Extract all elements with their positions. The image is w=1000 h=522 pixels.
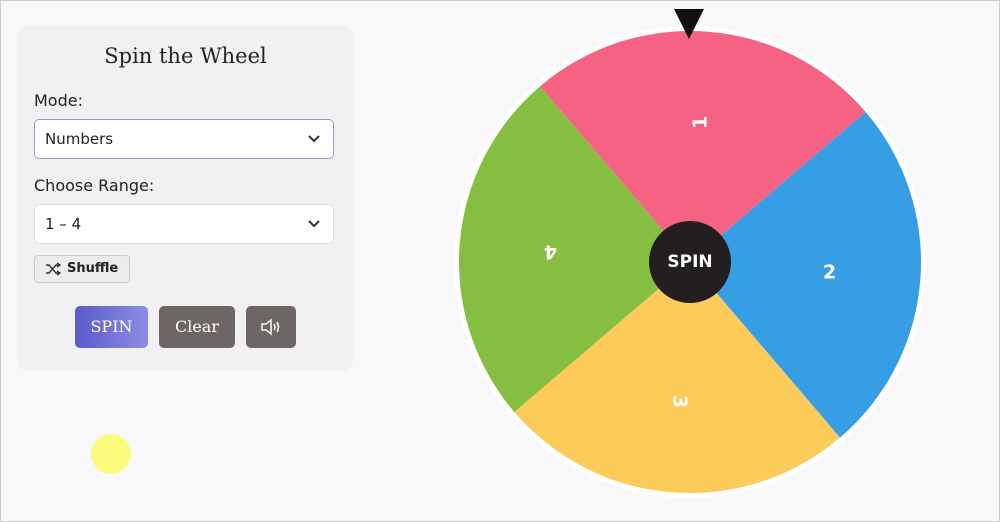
segment-label: 4 — [544, 240, 557, 262]
panel-title: Spin the Wheel — [104, 44, 267, 68]
range-value: 1 – 4 — [45, 215, 82, 233]
mode-value: Numbers — [45, 130, 114, 148]
chevron — [308, 220, 320, 228]
shuffle-label: Shuffle — [67, 261, 119, 276]
segment-label: 3 — [668, 395, 690, 408]
chevron — [308, 135, 320, 143]
wheel-segment — [459, 86, 690, 413]
control-panel: Spin the Wheel Mode: Numbers Choose Rang… — [18, 26, 353, 371]
cursor-highlight — [91, 434, 131, 474]
wheel-segment — [514, 262, 841, 493]
clear-button[interactable]: Clear — [159, 306, 235, 348]
wheel-segment — [539, 30, 866, 263]
range-label: Choose Range: — [34, 176, 155, 195]
shuffle-button[interactable]: Shuffle — [34, 255, 130, 283]
spin-button[interactable]: SPIN — [75, 306, 148, 348]
segment-label: 2 — [823, 261, 836, 283]
wheel-center[interactable] — [649, 221, 731, 303]
range-select[interactable]: 1 – 4 — [34, 204, 334, 244]
sound-icon — [261, 318, 280, 336]
shuffle-icon — [46, 262, 61, 276]
segment-label: 1 — [689, 116, 711, 129]
mode-label: Mode: — [34, 91, 83, 110]
wheel-center-label: SPIN — [667, 252, 712, 272]
sound-button[interactable] — [246, 306, 296, 348]
pointer — [674, 9, 704, 39]
wheel-segment — [690, 111, 921, 438]
mode-select[interactable]: Numbers — [34, 119, 334, 159]
